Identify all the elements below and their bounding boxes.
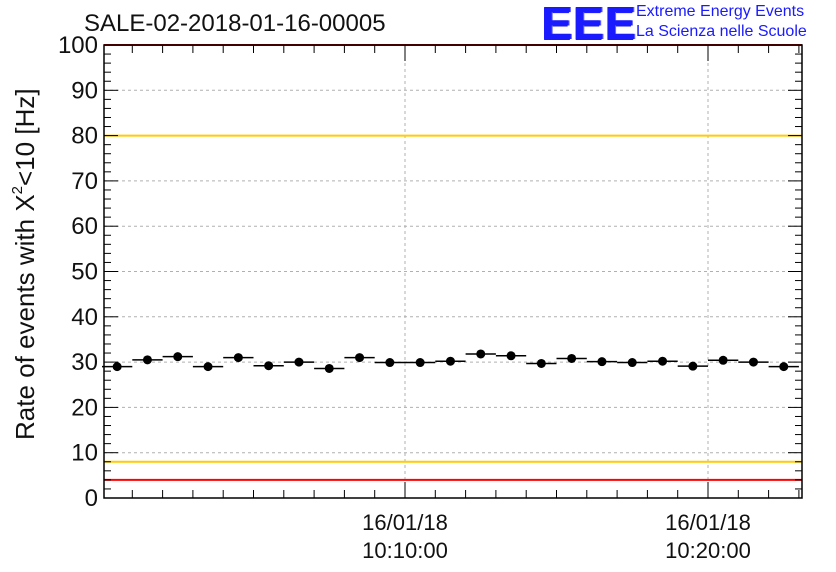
y-axis-label-sup: 2 xyxy=(9,185,27,195)
y-tick-label: 90 xyxy=(71,77,98,104)
data-point xyxy=(112,362,122,372)
logo-line-1: Extreme Energy Events xyxy=(636,3,805,20)
data-point xyxy=(658,356,668,366)
data-point xyxy=(476,349,486,359)
data-point xyxy=(597,357,607,367)
data-point xyxy=(445,356,455,366)
y-tick-label: 10 xyxy=(71,440,98,467)
data-point xyxy=(567,353,577,363)
data-point xyxy=(324,363,334,373)
y-tick-label: 60 xyxy=(71,213,98,240)
data-point xyxy=(748,357,758,367)
y-tick-label: 30 xyxy=(71,349,98,376)
y-tick-label: 0 xyxy=(85,485,98,512)
data-point xyxy=(718,355,728,365)
data-point xyxy=(233,353,243,363)
eee-logo: EEE xyxy=(541,0,637,49)
y-axis-label-post: <10 [Hz] xyxy=(10,88,40,186)
data-point xyxy=(385,358,395,368)
y-tick-label: 50 xyxy=(71,259,98,286)
data-point xyxy=(264,361,274,371)
x-tick-label-date: 16/01/18 xyxy=(362,510,448,535)
x-tick-label-time: 10:10:00 xyxy=(362,538,448,563)
y-axis-label-pre: Rate of events with X xyxy=(10,194,40,440)
y-tick-label: 100 xyxy=(58,32,98,59)
y-tick-label: 80 xyxy=(71,123,98,150)
data-point xyxy=(142,355,152,365)
x-tick-label-date: 16/01/18 xyxy=(665,510,751,535)
y-tick-label: 40 xyxy=(71,304,98,331)
data-point xyxy=(506,351,516,361)
data-point xyxy=(294,357,304,367)
y-tick-label: 70 xyxy=(71,168,98,195)
logo-line-2: La Scienza nelle Scuole xyxy=(636,23,807,40)
data-point xyxy=(173,352,183,362)
data-point xyxy=(415,358,425,368)
data-point xyxy=(355,353,365,363)
chart-title: SALE-02-2018-01-16-00005 xyxy=(84,10,386,37)
data-point xyxy=(779,362,789,372)
data-point xyxy=(688,361,698,371)
y-tick-label: 20 xyxy=(71,394,98,421)
data-point xyxy=(203,362,213,372)
x-tick-label-time: 10:20:00 xyxy=(665,538,751,563)
data-point xyxy=(627,358,637,368)
y-axis-label: Rate of events with X2<10 [Hz] xyxy=(9,88,41,440)
data-point xyxy=(536,358,546,368)
